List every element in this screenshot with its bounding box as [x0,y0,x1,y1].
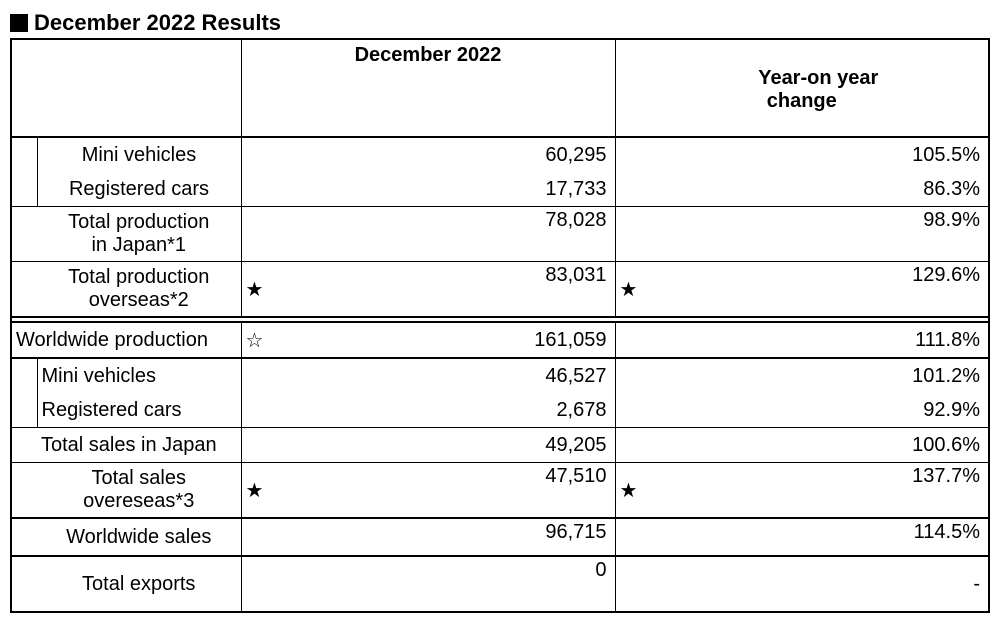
star-icon [241,137,271,172]
indent-cell [11,172,37,207]
row-prod-ov-total: Total production overseas*2 ★ 83,031 ★ 1… [11,262,989,318]
value-cell: 96,715 [271,518,615,556]
yoy-cell: 105.5% [645,137,989,172]
header-col-yoy: Year-on year change [615,39,989,137]
row-prod-jp-total: Total production in Japan*1 78,028 98.9% [11,207,989,262]
row-sales-mini: Mini vehicles 46,527 101.2% [11,358,989,393]
star-filled-icon: ★ [615,463,645,519]
star-icon [615,137,645,172]
yoy-cell: 101.2% [645,358,989,393]
yoy-cell: 129.6% [645,262,989,318]
value-cell: 49,205 [271,428,615,463]
indent-cell [11,463,37,519]
star-icon [615,207,645,262]
row-sales-ov-total: Total sales overeseas*3 ★ 47,510 ★ 137.7… [11,463,989,519]
value-cell: 78,028 [271,207,615,262]
value-cell: 46,527 [271,358,615,393]
star-icon [241,393,271,428]
row-sales-jp-total: Total sales in Japan 49,205 100.6% [11,428,989,463]
yoy-cell: 111.8% [645,322,989,358]
results-table: December 2022 Year-on year change Mini v… [10,38,990,613]
value-cell: 0 [271,556,615,612]
label-cell: Total sales in Japan [37,428,241,463]
yoy-cell: - [645,556,989,612]
star-filled-icon: ★ [241,463,271,519]
row-sales-worldwide: Worldwide sales 96,715 114.5% [11,518,989,556]
yoy-cell: 86.3% [645,172,989,207]
table-header-row: December 2022 Year-on year change [11,39,989,137]
label-cell: Registered cars [37,393,241,428]
label-cell: Registered cars [37,172,241,207]
yoy-cell: 98.9% [645,207,989,262]
indent-cell [11,137,37,172]
indent-cell [11,556,37,612]
label-cell: Total exports [37,556,241,612]
row-sales-reg: Registered cars 2,678 92.9% [11,393,989,428]
label-cell: Worldwide sales [37,518,241,556]
square-bullet-icon [10,14,28,32]
value-cell: 83,031 [271,262,615,318]
yoy-cell: 137.7% [645,463,989,519]
indent-cell [11,393,37,428]
value-cell: 47,510 [271,463,615,519]
yoy-cell: 114.5% [645,518,989,556]
yoy-cell: 92.9% [645,393,989,428]
row-prod-mini: Mini vehicles 60,295 105.5% [11,137,989,172]
label-cell: Total sales overeseas*3 [37,463,241,519]
star-outline-icon: ☆ [241,322,271,358]
header-blank [11,39,241,137]
row-exports: Total exports 0 - [11,556,989,612]
label-cell: Total production overseas*2 [37,262,241,318]
star-icon [615,358,645,393]
star-icon [241,556,271,612]
star-icon [241,172,271,207]
value-cell: 161,059 [271,322,615,358]
star-icon [241,207,271,262]
label-cell: Total production in Japan*1 [37,207,241,262]
star-icon [615,393,645,428]
star-icon [615,322,645,358]
header-col-value-text: December 2022 [355,44,502,66]
header-col-yoy-text: Year-on year change [758,67,878,112]
star-icon [615,428,645,463]
label-cell: Mini vehicles [37,137,241,172]
value-cell: 17,733 [271,172,615,207]
star-filled-icon: ★ [241,262,271,318]
label-cell: Mini vehicles [37,358,241,393]
star-icon [615,172,645,207]
indent-cell [11,207,37,262]
indent-cell [11,358,37,393]
indent-cell [11,428,37,463]
row-prod-reg: Registered cars 17,733 86.3% [11,172,989,207]
indent-cell [11,262,37,318]
star-icon [241,358,271,393]
indent-cell [11,518,37,556]
star-icon [241,518,271,556]
star-icon [241,428,271,463]
row-prod-worldwide: Worldwide production ☆ 161,059 111.8% [11,322,989,358]
value-cell: 60,295 [271,137,615,172]
title-text: December 2022 Results [34,10,281,36]
value-cell: 2,678 [271,393,615,428]
star-icon [615,556,645,612]
star-icon [615,518,645,556]
page-title: December 2022 Results [10,10,990,36]
star-filled-icon: ★ [615,262,645,318]
header-col-value: December 2022 [241,39,615,137]
label-cell: Worldwide production [11,322,241,358]
yoy-cell: 100.6% [645,428,989,463]
